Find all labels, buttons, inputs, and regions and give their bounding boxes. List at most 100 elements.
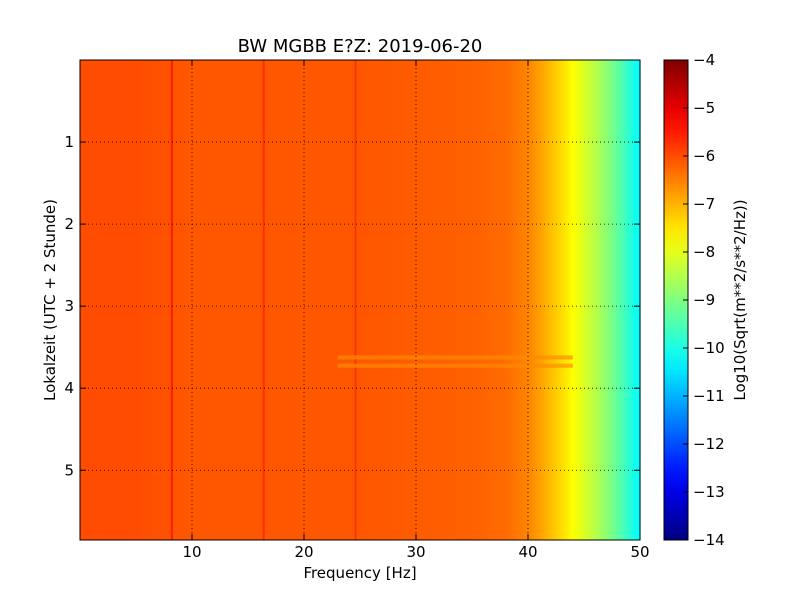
heatmap-cell — [344, 60, 348, 540]
y-tick-label: 5 — [64, 461, 74, 479]
heatmap-cell — [637, 60, 641, 540]
heatmap-cell — [288, 60, 292, 540]
heatmap-cell — [277, 60, 280, 540]
heatmap-cell — [507, 60, 511, 540]
heatmap-cell — [463, 60, 466, 540]
heatmap-cell — [292, 60, 296, 540]
heatmap-cell — [93, 60, 97, 540]
heatmap-cell — [283, 60, 287, 540]
heatmap-cell — [530, 60, 534, 540]
heatmap-cell — [568, 60, 572, 540]
heatmap-cell — [384, 60, 388, 540]
colorbar-tick-label: −7 — [693, 195, 715, 213]
colorbar-tick-label: −9 — [693, 291, 715, 309]
heatmap-cell — [104, 60, 108, 540]
heatmap-cell — [610, 60, 614, 540]
heatmap-cell — [97, 60, 101, 540]
heatmap-cell — [84, 60, 88, 540]
heatmap-cell — [337, 60, 341, 540]
colorbar-tick-label: −11 — [693, 387, 725, 405]
heatmap-cell — [216, 60, 220, 540]
heatmap-cell — [357, 60, 361, 540]
heatmap-cell — [270, 60, 274, 540]
heatmap-cell — [236, 60, 240, 540]
heatmap-cell — [510, 60, 513, 540]
heatmap-cell — [552, 60, 556, 540]
heatmap-cell — [480, 60, 484, 540]
heatmap-cell — [451, 60, 455, 540]
heatmap-cell — [572, 60, 576, 540]
heatmap-cell — [124, 60, 128, 540]
colorbar-tick-label: −8 — [693, 243, 715, 261]
heatmap-cell — [272, 60, 276, 540]
heatmap-cell — [281, 60, 285, 540]
heatmap-cell — [449, 60, 453, 540]
heatmap-cell — [454, 60, 457, 540]
heatmap-cell — [635, 60, 639, 540]
heatmap-cell — [351, 60, 354, 540]
heatmap-cell — [460, 60, 464, 540]
spectral-line — [354, 60, 357, 540]
heatmap-cell — [633, 60, 637, 540]
heatmap-cell — [194, 60, 198, 540]
heatmap-cell — [467, 60, 471, 540]
heatmap-cell — [304, 60, 307, 540]
heatmap-cell — [516, 60, 520, 540]
heatmap-cell — [88, 60, 92, 540]
heatmap-cell — [366, 60, 370, 540]
heatmap-cell — [223, 60, 227, 540]
heatmap-cell — [335, 60, 339, 540]
heatmap-cell — [342, 60, 345, 540]
heatmap-cell — [321, 60, 325, 540]
heatmap-cell — [422, 60, 426, 540]
heatmap-cell — [393, 60, 397, 540]
heatmap-cell — [346, 60, 350, 540]
heatmap-cell — [187, 60, 191, 540]
heatmap-cell — [158, 60, 162, 540]
spectral-line — [170, 60, 173, 540]
heatmap-cell — [364, 60, 368, 540]
heatmap-cell — [606, 60, 610, 540]
heatmap-cell — [362, 60, 366, 540]
heatmap-cell — [80, 60, 83, 540]
heatmap-cell — [528, 60, 531, 540]
heatmap-cell — [348, 60, 352, 540]
colorbar-tick-label: −5 — [693, 99, 715, 117]
heatmap-cell — [102, 60, 106, 540]
heatmap-cell — [180, 60, 184, 540]
heatmap-cell — [416, 60, 419, 540]
heatmap-cell — [310, 60, 314, 540]
plot-frame — [79, 59, 641, 541]
heatmap-cell — [402, 60, 406, 540]
heatmap-cell — [521, 60, 525, 540]
x-tick-label: 20 — [294, 543, 313, 561]
heatmap-cell — [532, 60, 536, 540]
heatmap-cell — [324, 60, 327, 540]
heatmap-cell — [317, 60, 321, 540]
colorbar-tick-label: −4 — [693, 51, 715, 69]
heatmap-cell — [127, 60, 130, 540]
heatmap-cell — [557, 60, 560, 540]
heatmap-cell — [503, 60, 507, 540]
heatmap-cell — [189, 60, 193, 540]
heatmap-cell — [118, 60, 121, 540]
spectrogram-heatmap — [80, 60, 641, 540]
heatmap-cell — [263, 60, 267, 540]
heatmap-cell — [413, 60, 417, 540]
heatmap-cell — [198, 60, 202, 540]
heatmap-cell — [360, 60, 363, 540]
heatmap-cell — [131, 60, 135, 540]
heatmap-cell — [595, 60, 599, 540]
heatmap-cell — [496, 60, 500, 540]
heatmap-cell — [355, 60, 359, 540]
heatmap-cell — [445, 60, 448, 540]
heatmap-cell — [579, 60, 583, 540]
heatmap-cell — [299, 60, 303, 540]
colorbar-tick-label: −14 — [693, 531, 725, 549]
heatmap-cell — [391, 60, 395, 540]
heatmap-cell — [498, 60, 502, 540]
heatmap-cell — [501, 60, 504, 540]
heatmap-cell — [514, 60, 518, 540]
heatmap-cell — [438, 60, 442, 540]
